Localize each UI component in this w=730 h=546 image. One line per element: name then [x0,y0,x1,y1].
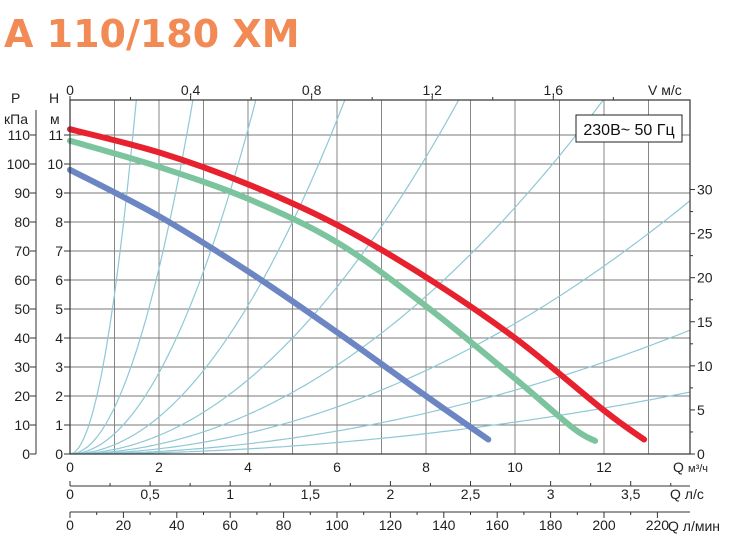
q-lmin-tick-label: 160 [486,517,510,533]
q-ls-tick-label: 3,5 [621,486,641,502]
pump-curve [67,126,648,443]
pressure-tick-label: 60 [14,272,30,288]
pressure-tick-label: 40 [14,330,30,346]
right-scale-tick-label: 10 [697,358,713,374]
pressure-axis-label: P [11,90,20,106]
system-curve [70,100,604,454]
pump-curve [67,137,599,444]
q-lmin-tick-label: 60 [222,517,238,533]
plot-frame [69,99,691,455]
system-curve [70,100,137,454]
system-curve [70,329,690,454]
q-lmin-tick-label: 120 [379,517,403,533]
q-m3h-axis-unit: м³/ч [688,463,708,475]
q-ls-tick-label: 2,5 [461,486,481,502]
velocity-tick-label: 0,8 [302,82,322,98]
head-tick-label: 1 [55,417,63,433]
q-lmin-tick-label: 80 [276,517,292,533]
head-tick-label: 3 [55,359,63,375]
q-lmin-tick-label: 140 [432,517,456,533]
right-scale-tick-label: 0 [697,446,705,462]
q-m3h-tick-label: 10 [507,459,523,475]
head-tick-label: 11 [48,127,63,143]
pressure-axis-unit: кПа [4,111,28,127]
q-lmin-tick-label: 20 [116,517,132,533]
head-tick-label: 2 [55,388,63,404]
system-curve [70,100,460,454]
pump-curves [67,126,648,444]
q-lmin-tick-label: 100 [325,517,349,533]
pressure-tick-label: 0 [22,446,30,462]
head-tick-label: 8 [55,214,63,230]
pressure-tick-label: 90 [14,185,30,201]
velocity-axis-label: V м/с [648,82,682,98]
pressure-tick-label: 80 [14,214,30,230]
head-tick-label: 7 [55,243,63,259]
right-scale-tick-label: 5 [697,402,705,418]
head-tick-label: 10 [47,156,63,172]
q-ls-tick-label: 3 [547,486,555,502]
velocity-tick-label: 1,6 [544,82,564,98]
system-curve [70,100,346,454]
axis-ticks: 0123456789101101020304050607080901001100… [7,82,713,533]
q-lmin-tick-label: 200 [592,517,616,533]
head-tick-label: 5 [55,301,63,317]
power-badge-text: 230В~ 50 Гц [583,122,674,139]
q-lmin-axis-label: Q л/мин [668,518,720,534]
q-m3h-tick-label: 2 [155,459,163,475]
right-scale-tick-label: 20 [697,270,713,286]
head-tick-label: 0 [55,446,63,462]
system-curve [70,100,194,454]
pump-curve [67,166,492,443]
q-m3h-tick-label: 8 [422,459,430,475]
q-m3h-axis-label: Q [673,459,684,475]
q-lmin-tick-label: 0 [66,517,74,533]
pressure-tick-label: 110 [8,127,31,143]
right-scale-tick-label: 15 [697,314,713,330]
head-axis-label: H [49,90,59,106]
head-axis-unit: м [50,111,60,127]
grid [70,100,690,454]
q-m3h-tick-label: 6 [333,459,341,475]
q-m3h-tick-label: 12 [596,459,612,475]
q-ls-tick-label: 0,5 [140,486,160,502]
q-lmin-tick-label: 220 [646,517,670,533]
q-ls-tick-label: 2 [387,486,395,502]
chart-title: A 110/180 XM [4,12,300,56]
velocity-tick-label: 0,4 [181,82,201,98]
pressure-tick-label: 100 [7,156,31,172]
system-curves [70,100,690,454]
velocity-tick-label: 1,2 [422,82,442,98]
q-lmin-tick-label: 40 [169,517,185,533]
system-curve [70,391,690,454]
head-tick-label: 4 [55,330,63,346]
q-ls-tick-label: 1 [226,486,234,502]
q-ls-axis-label: Q л/с [670,486,704,502]
velocity-tick-label: 0 [66,82,74,98]
q-lmin-tick-label: 180 [539,517,563,533]
q-m3h-tick-label: 0 [66,459,74,475]
pressure-tick-label: 20 [14,388,30,404]
q-m3h-tick-label: 4 [244,459,252,475]
q-ls-tick-label: 1,5 [301,486,321,502]
pressure-tick-label: 70 [14,243,30,259]
pressure-tick-label: 10 [14,417,30,433]
right-scale-tick-label: 30 [697,182,713,198]
head-tick-label: 6 [55,272,63,288]
head-tick-label: 9 [55,185,63,201]
q-ls-tick-label: 0 [66,486,74,502]
pressure-tick-label: 50 [14,301,30,317]
power-badge [575,114,683,143]
pressure-tick-label: 30 [14,359,30,375]
right-scale-tick-label: 25 [697,226,713,242]
system-curve [70,199,690,454]
